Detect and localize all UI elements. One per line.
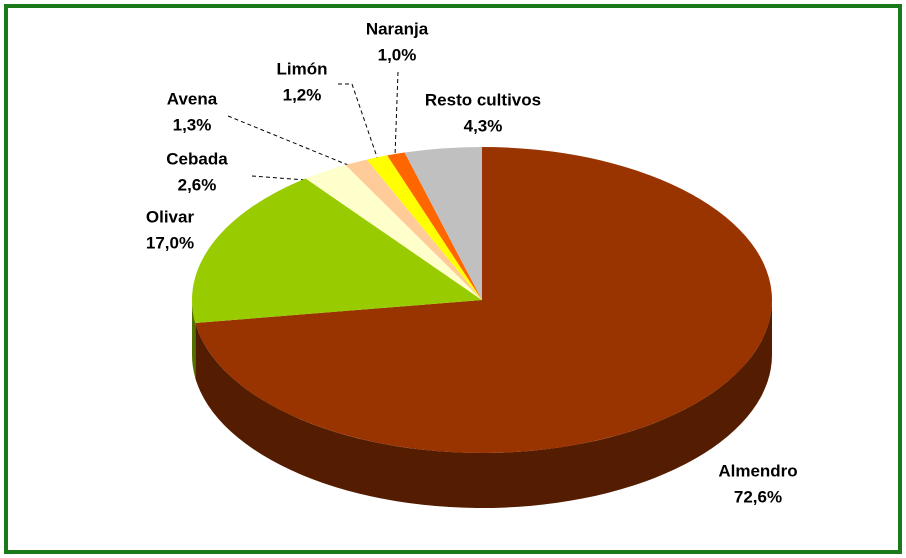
slice-label: Avena xyxy=(167,89,218,108)
slice xyxy=(404,147,482,300)
leader-line xyxy=(394,71,399,157)
slice xyxy=(366,155,482,300)
slice xyxy=(305,165,482,300)
slice-side xyxy=(192,300,196,378)
leader-lines xyxy=(227,71,399,181)
slice xyxy=(387,152,482,300)
slice-label: Resto cultivos xyxy=(425,90,541,109)
slice xyxy=(195,147,772,453)
slice-value-label: 17,0% xyxy=(146,233,194,252)
slice-value-label: 1,0% xyxy=(378,45,417,64)
slice xyxy=(192,178,483,323)
slice-value-label: 72,6% xyxy=(734,487,782,506)
slice-value-label: 1,3% xyxy=(173,115,212,134)
slice-value-label: 2,6% xyxy=(178,175,217,194)
leader-line xyxy=(227,115,349,166)
leader-line xyxy=(251,175,307,181)
slice xyxy=(345,159,482,300)
slice-value-label: 1,2% xyxy=(283,85,322,104)
slice-label: Almendro xyxy=(718,461,797,480)
slice-label: Naranja xyxy=(366,19,429,38)
slice-value-label: 4,3% xyxy=(464,116,503,135)
slice-side xyxy=(195,300,772,508)
slice-label: Olivar xyxy=(146,207,195,226)
slice-label: Limón xyxy=(277,59,328,78)
leader-line xyxy=(338,83,379,161)
slice-label: Cebada xyxy=(166,149,228,168)
